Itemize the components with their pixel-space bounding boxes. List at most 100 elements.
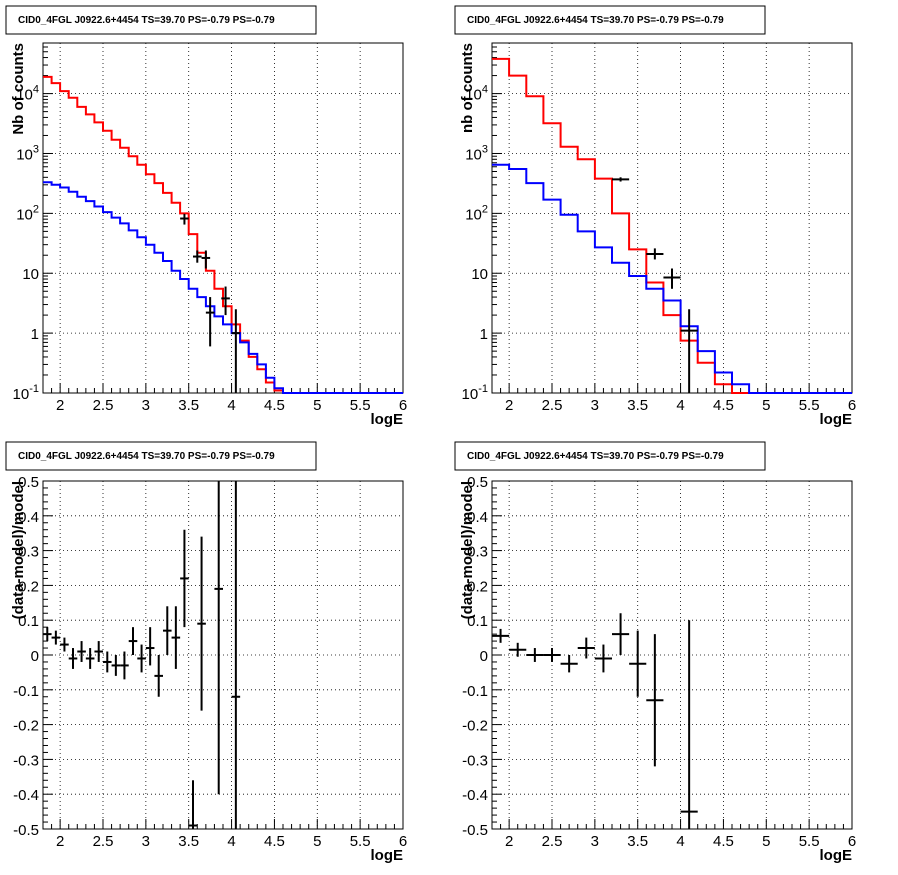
x-tick-label: 2 — [505, 397, 513, 414]
data-point — [201, 250, 211, 269]
data-point — [145, 627, 155, 666]
x-tick-label: 2.5 — [542, 833, 563, 850]
y-tick-label: -0.2 — [462, 718, 488, 735]
y-tick-label: 102 — [465, 203, 488, 223]
y-tick-label: -0.4 — [462, 787, 488, 804]
y-tick-label: 10 — [471, 266, 488, 283]
series-red-histogram — [43, 75, 403, 394]
x-tick-label: 3 — [591, 833, 599, 850]
data-point — [43, 627, 52, 642]
data-point — [663, 268, 681, 289]
y-tick-label: 1 — [31, 326, 39, 343]
data-point — [543, 648, 561, 662]
data-point — [492, 628, 510, 643]
data-point — [128, 627, 138, 655]
y-tick-label: 10 — [22, 266, 39, 283]
x-tick-label: 2.5 — [93, 833, 114, 850]
x-tick-label: 3 — [142, 833, 150, 850]
data-point — [577, 637, 595, 659]
x-axis-label: logE — [371, 847, 404, 864]
y-tick-label: 0.5 — [18, 474, 39, 491]
x-tick-label: 2.5 — [542, 397, 563, 414]
plot-frame — [491, 42, 853, 394]
y-tick-label: 0.3 — [18, 544, 39, 561]
data-point — [77, 641, 86, 662]
x-tick-label: 2 — [56, 833, 64, 850]
x-tick-label: 3.5 — [627, 397, 648, 414]
x-tick-label: 5 — [762, 833, 770, 850]
y-tick-label: 104 — [16, 84, 39, 104]
x-tick-label: 4 — [676, 397, 684, 414]
data-point — [180, 529, 189, 628]
data-point — [163, 606, 172, 655]
data-point — [214, 481, 223, 795]
x-axis-label: logE — [820, 411, 853, 428]
series-blue-histogram — [43, 181, 403, 394]
x-tick-label: 6 — [399, 833, 407, 850]
chart-title: CID0_4FGL J0922.6+4454 TS=39.70 PS=-0.79… — [18, 15, 275, 26]
y-tick-label: 0.1 — [467, 613, 488, 630]
chart-panel-2: CID0_4FGL J0922.6+4454 TS=39.70 PS=-0.79… — [454, 5, 856, 428]
x-tick-label: 4.5 — [713, 397, 734, 414]
x-axis-label: logE — [371, 411, 404, 428]
x-tick-label: 3.5 — [178, 833, 199, 850]
title-box — [454, 5, 766, 35]
y-tick-label: -0.3 — [462, 752, 488, 769]
data-point — [154, 655, 163, 697]
data-point — [111, 655, 121, 676]
x-tick-label: 4 — [227, 397, 235, 414]
y-tick-label: 103 — [16, 143, 39, 163]
x-tick-label: 5 — [762, 397, 770, 414]
x-tick-label: 4.5 — [713, 833, 734, 850]
x-tick-label: 4 — [227, 833, 235, 850]
y-tick-label: 103 — [465, 143, 488, 163]
y-tick-label: 0 — [480, 648, 488, 665]
data-point — [646, 248, 664, 260]
data-point — [646, 634, 664, 767]
x-tick-label: 2 — [56, 397, 64, 414]
data-point — [680, 309, 698, 393]
y-tick-label: 104 — [465, 84, 488, 104]
data-point — [629, 630, 647, 697]
data-point — [221, 286, 230, 316]
y-tick-label: 10-1 — [13, 383, 39, 403]
data-point — [612, 613, 630, 655]
x-tick-label: 5.5 — [350, 833, 371, 850]
x-tick-label: 2 — [505, 833, 513, 850]
title-box — [5, 5, 317, 35]
x-tick-label: 4.5 — [264, 397, 285, 414]
y-tick-label: 0.2 — [467, 578, 488, 595]
y-tick-label: 0.1 — [18, 613, 39, 630]
y-tick-label: -0.5 — [13, 822, 39, 839]
y-axis-label: (data-model)/model — [459, 481, 476, 619]
y-tick-label: 0.2 — [18, 578, 39, 595]
chart-panel-1: CID0_4FGL J0922.6+4454 TS=39.70 PS=-0.79… — [5, 5, 407, 428]
title-box — [5, 441, 317, 471]
series-red-histogram — [492, 57, 852, 394]
y-tick-label: -0.4 — [13, 787, 39, 804]
x-tick-label: 5.5 — [799, 397, 820, 414]
y-axis-label: (data-model)/model — [10, 481, 27, 619]
data-point — [197, 536, 206, 711]
data-point — [85, 648, 95, 669]
y-tick-label: 102 — [16, 203, 39, 223]
y-tick-label: -0.2 — [13, 718, 39, 735]
x-tick-label: 2.5 — [93, 397, 114, 414]
y-tick-label: 0 — [31, 648, 39, 665]
y-tick-label: 1 — [480, 326, 488, 343]
x-tick-label: 5 — [313, 397, 321, 414]
x-tick-label: 6 — [848, 833, 856, 850]
x-tick-label: 6 — [399, 397, 407, 414]
data-point — [94, 641, 103, 662]
x-axis-label: logE — [820, 847, 853, 864]
data-point — [680, 620, 698, 829]
chart-panel-3: CID0_4FGL J0922.6+4454 TS=39.70 PS=-0.79… — [5, 441, 407, 864]
x-tick-label: 4 — [676, 833, 684, 850]
x-tick-label: 5.5 — [350, 397, 371, 414]
chart-title: CID0_4FGL J0922.6+4454 TS=39.70 PS=-0.79… — [467, 15, 724, 26]
x-tick-label: 6 — [848, 397, 856, 414]
y-tick-label: 0.5 — [467, 474, 488, 491]
y-tick-label: 0.3 — [467, 544, 488, 561]
data-point — [526, 648, 544, 662]
